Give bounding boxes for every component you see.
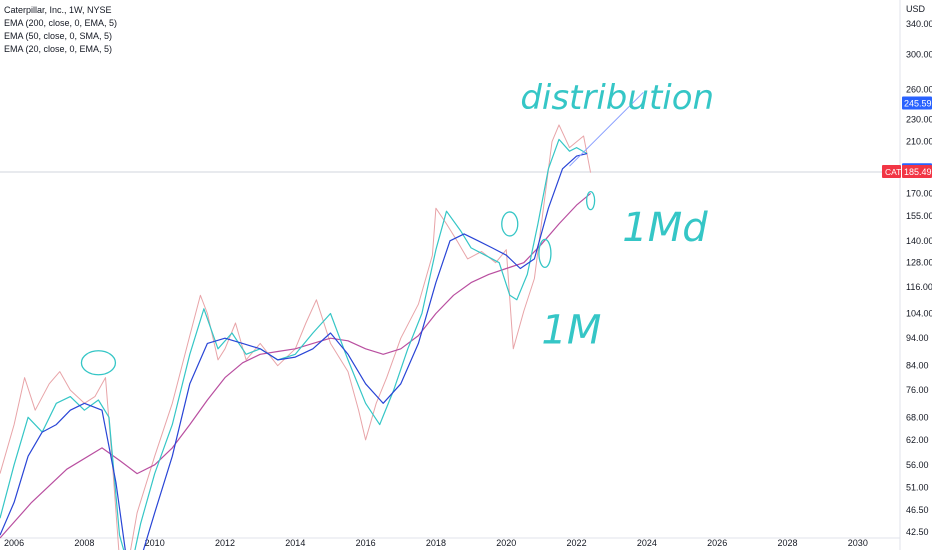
y-tick-label: 230.00 <box>906 114 932 124</box>
y-tick-label: 340.00 <box>906 19 932 29</box>
y-tick-label: 56.00 <box>906 460 929 470</box>
x-tick-label: 2028 <box>777 538 797 548</box>
time-axis[interactable]: 2006 2008 2010 2012 2014 2016 2018 2020 2022 2024… <box>4 538 868 548</box>
price-label-badge <box>902 96 932 110</box>
indicator-ema-200[interactable]: EMA (200, close, 0, EMA, 5) <box>4 18 118 28</box>
symbol-badge <box>882 165 901 179</box>
y-tick-label: 94.00 <box>906 333 929 343</box>
x-tick-label: 2008 <box>74 538 94 548</box>
x-tick-label: 2022 <box>567 538 587 548</box>
y-tick-label: 84.00 <box>906 361 929 371</box>
y-tick-label: 210.00 <box>906 137 932 147</box>
y-tick-label: 42.50 <box>906 527 929 537</box>
symbol-label: CAT <box>885 167 901 177</box>
annotation-circle[interactable] <box>585 191 596 211</box>
y-tick-label: 51.00 <box>906 483 929 493</box>
x-tick-label: 2016 <box>356 538 376 548</box>
trend-line[interactable] <box>569 91 644 167</box>
chart-legend: Caterpillar, Inc., 1W, NYSE EMA (200, cl… <box>4 4 117 56</box>
chart-title[interactable]: Caterpillar, Inc., 1W, NYSE <box>4 5 112 15</box>
x-tick-label: 2026 <box>707 538 727 548</box>
price-axis[interactable]: 340.00 300.00 260.00 230.00 210.00 170.00 155.… <box>906 19 932 537</box>
x-tick-label: 2012 <box>215 538 235 548</box>
y-tick-label: 155.00 <box>906 211 932 221</box>
price-label-badge <box>902 165 932 179</box>
y-tick-label: 46.50 <box>906 505 929 515</box>
y-tick-label: 128.00 <box>906 258 932 268</box>
x-tick-label: 2010 <box>145 538 165 548</box>
y-tick-label: 170.00 <box>906 188 932 198</box>
handwritten-annotations: distribution 1M 1Md <box>80 78 714 376</box>
y-tick-label: 116.00 <box>906 282 932 292</box>
y-tick-label: 300.00 <box>906 50 932 60</box>
series-line-3[interactable] <box>0 192 591 539</box>
series-layer <box>0 124 592 550</box>
y-tick-label: 68.00 <box>906 412 929 422</box>
x-tick-label: 2014 <box>285 538 305 548</box>
annotation-text[interactable]: distribution <box>520 78 714 118</box>
indicator-ema-50[interactable]: EMA (50, close, 0, SMA, 5) <box>4 31 113 41</box>
x-tick-label: 2024 <box>637 538 657 548</box>
annotation-circle[interactable] <box>501 211 519 237</box>
annotation-circle[interactable] <box>538 238 552 268</box>
y-tick-label: 104.00 <box>906 308 932 318</box>
y-tick-label: 62.00 <box>906 435 929 445</box>
price-label-text: 245.59 <box>904 98 932 108</box>
series-line-1[interactable] <box>0 138 588 550</box>
annotation-text[interactable]: 1M <box>541 307 601 353</box>
series-line-2[interactable] <box>0 153 588 550</box>
y-tick-label: 260.00 <box>906 85 932 95</box>
price-label-text: 185.49 <box>904 167 932 177</box>
y-tick-label: 140.00 <box>906 236 932 246</box>
x-tick-label: 2006 <box>4 538 24 548</box>
annotation-text[interactable]: 1Md <box>622 205 708 251</box>
x-tick-label: 2018 <box>426 538 446 548</box>
currency-label: USD <box>906 4 926 14</box>
x-tick-label: 2030 <box>848 538 868 548</box>
y-tick-label: 76.00 <box>906 385 929 395</box>
series-line-0[interactable] <box>0 124 592 550</box>
annotation-circle[interactable] <box>80 350 117 376</box>
indicator-ema-20[interactable]: EMA (20, close, 0, EMA, 5) <box>4 44 113 54</box>
x-tick-label: 2020 <box>496 538 516 548</box>
